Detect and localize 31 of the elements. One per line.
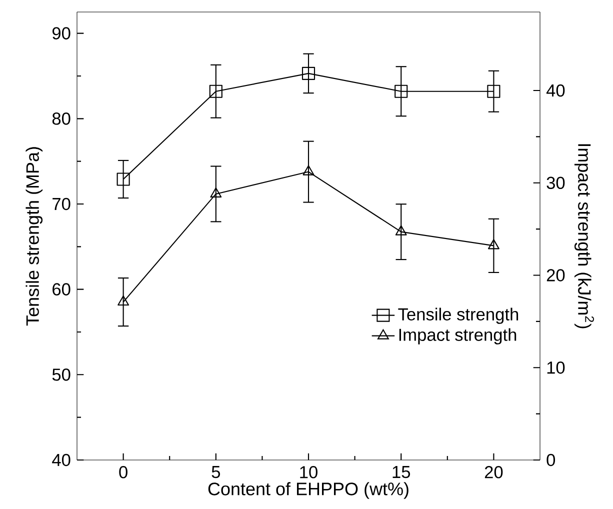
point (302, 66, 316, 80)
x-tick-label: 5 (212, 466, 220, 478)
point (488, 239, 500, 250)
point (210, 187, 222, 198)
y2-tick-label: 0 (546, 454, 556, 466)
legend-label: Impact strength (399, 328, 516, 344)
x-tick-label: 10 (300, 466, 318, 478)
y-tick-label: 70 (52, 198, 70, 210)
y2-tick-label: 20 (546, 269, 565, 282)
x-tick-label: 20 (484, 466, 503, 478)
y2-tick-label: 10 (547, 361, 565, 374)
legend-label: Tensile strength (398, 308, 518, 324)
y-axis-title: Tensile strength (MPa) (26, 147, 43, 326)
x-tick-label: 0 (119, 466, 128, 478)
point (395, 225, 407, 236)
point (116, 172, 130, 186)
y-tick-label: 80 (52, 112, 70, 125)
point (394, 84, 408, 98)
y2-tick-label: 40 (546, 84, 565, 97)
point (487, 84, 500, 98)
x-axis-title: Content of EHPPO (wt%) (208, 482, 408, 499)
y2-axis-title: Impact strength (kJ/m$^{2}$) (574, 144, 594, 328)
y-tick-label: 60 (52, 283, 70, 296)
y-tick-label: 90 (52, 27, 70, 40)
y-tick-label: 40 (52, 454, 70, 466)
point (118, 295, 130, 306)
point (302, 165, 314, 176)
x-tick-label: 15 (392, 466, 410, 478)
y-tick-label: 50 (52, 368, 70, 381)
point (209, 84, 222, 98)
y2-tick-label: 30 (546, 176, 565, 190)
